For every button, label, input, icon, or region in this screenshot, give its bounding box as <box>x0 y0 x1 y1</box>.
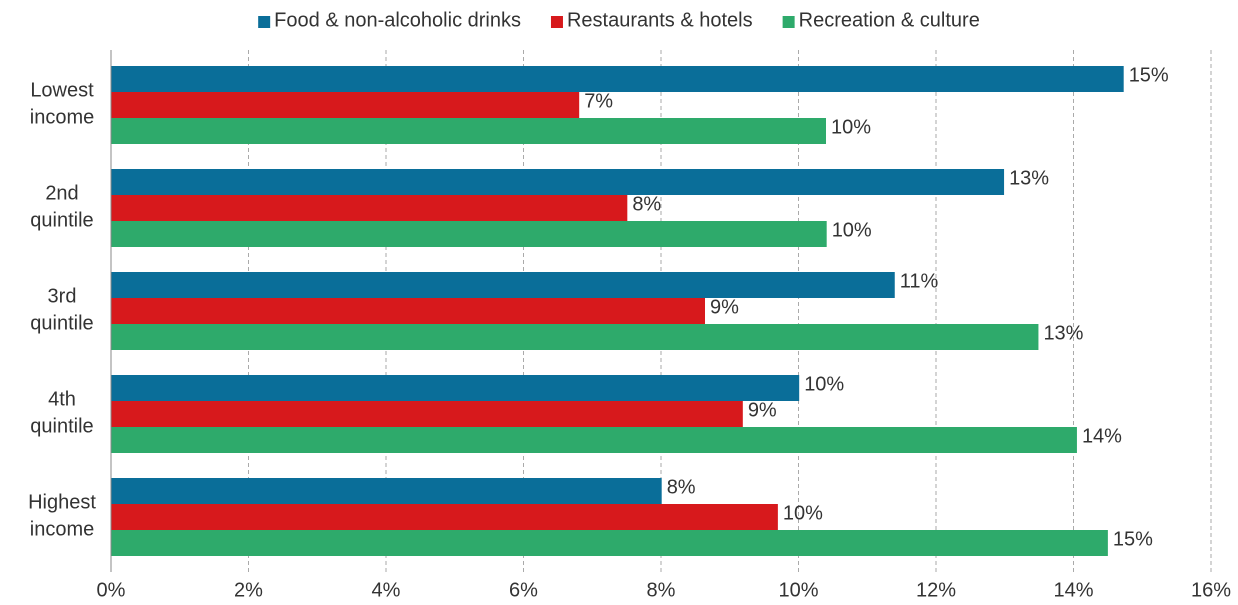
y-tick-label: quintile <box>30 209 93 231</box>
value-label: 9% <box>710 296 739 318</box>
x-tick-label: 16% <box>1191 579 1231 601</box>
x-tick-label: 6% <box>509 579 538 601</box>
value-label: 10% <box>783 502 823 524</box>
bar <box>111 401 743 427</box>
y-tick-label: quintile <box>30 415 93 437</box>
bar <box>111 92 580 118</box>
value-label: 14% <box>1082 425 1122 447</box>
value-label: 8% <box>667 476 696 498</box>
legend-swatch <box>782 16 795 28</box>
legend-label: Recreation & culture <box>799 9 980 31</box>
value-label: 13% <box>1043 322 1083 344</box>
x-tick-label: 10% <box>778 579 818 601</box>
x-tick-label: 0% <box>97 579 126 601</box>
bar <box>111 169 1005 195</box>
x-tick-label: 2% <box>234 579 263 601</box>
value-label: 7% <box>584 90 613 112</box>
bar <box>111 375 800 401</box>
bar <box>111 504 778 530</box>
y-tick-label: income <box>30 518 94 540</box>
bar <box>111 530 1108 556</box>
x-tick-label: 4% <box>372 579 401 601</box>
value-label: 11% <box>900 270 939 292</box>
value-label: 9% <box>748 399 777 421</box>
bar <box>111 66 1124 92</box>
legend-label: Food & non-alcoholic drinks <box>274 9 521 31</box>
legend-swatch <box>258 16 271 28</box>
y-tick-label: quintile <box>30 312 93 334</box>
bar <box>111 427 1077 453</box>
legend-label: Restaurants & hotels <box>567 9 753 31</box>
bar <box>111 195 628 221</box>
y-tick-label: 4th <box>48 388 76 410</box>
value-label: 15% <box>1129 64 1169 86</box>
y-tick-label: 3rd <box>48 285 77 307</box>
y-tick-label: Lowest <box>30 79 94 101</box>
x-tick-label: 12% <box>916 579 956 601</box>
value-label: 15% <box>1113 528 1153 550</box>
bar <box>111 324 1039 350</box>
x-tick-label: 14% <box>1053 579 1093 601</box>
value-label: 10% <box>804 373 844 395</box>
bar <box>111 221 827 247</box>
y-tick-label: Highest <box>28 491 96 513</box>
value-label: 8% <box>632 193 661 215</box>
y-tick-label: 2nd <box>45 182 78 204</box>
x-tick-label: 8% <box>647 579 676 601</box>
bar <box>111 298 705 324</box>
value-label: 10% <box>831 116 871 138</box>
value-label: 13% <box>1009 167 1049 189</box>
bar <box>111 272 895 298</box>
value-label: 10% <box>832 219 872 241</box>
legend-swatch <box>550 16 563 28</box>
bar <box>111 118 826 144</box>
y-tick-label: income <box>30 106 94 128</box>
bar <box>111 478 662 504</box>
